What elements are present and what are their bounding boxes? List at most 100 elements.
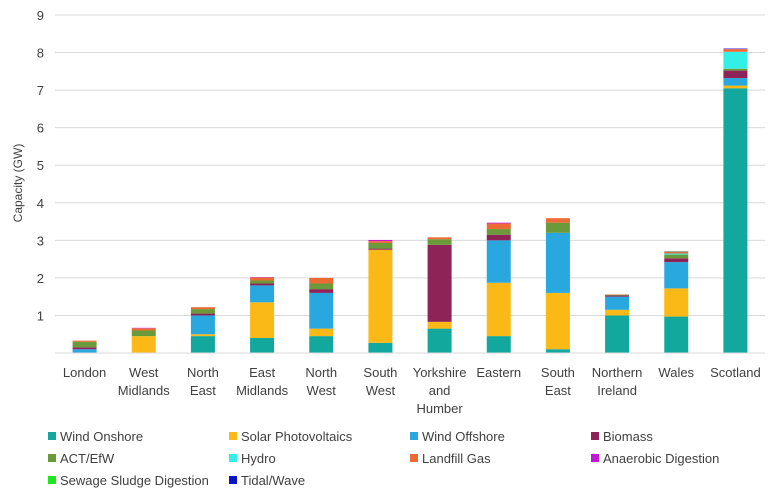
- y-tick-label: 3: [37, 233, 44, 248]
- bar-segment: [368, 249, 393, 343]
- bar-segment: [190, 313, 215, 316]
- bar-segment: [664, 288, 689, 317]
- bar-segment: [427, 321, 452, 329]
- legend-swatch: [229, 454, 237, 462]
- bar-segment: [250, 337, 275, 353]
- bar-segment: [368, 239, 393, 242]
- bar-segment: [72, 349, 97, 353]
- bar-segment: [190, 336, 215, 353]
- bar-segment: [309, 289, 334, 293]
- bar-segment: [723, 70, 748, 79]
- y-tick-labels: 1 2 3 4 5 6 7 8 9: [37, 8, 44, 323]
- bar-segment: [605, 294, 630, 296]
- bar-segment: [309, 292, 334, 329]
- y-tick-label: 8: [37, 46, 44, 61]
- legend-label: Biomass: [603, 429, 653, 444]
- x-category-label-line: South: [363, 365, 397, 380]
- y-tick-label: 5: [37, 158, 44, 173]
- x-category-label: London: [63, 365, 106, 380]
- bar-segment: [605, 309, 630, 316]
- x-category-label: Wales: [658, 365, 694, 380]
- bar-segment: [605, 315, 630, 353]
- x-category-label-line: Scotland: [710, 365, 761, 380]
- bar-segment: [368, 241, 393, 243]
- legend-label: Landfill Gas: [422, 451, 491, 466]
- x-category-label: North West: [305, 365, 337, 398]
- x-category-label: Eastern: [476, 365, 521, 380]
- bar-segment: [131, 328, 156, 331]
- x-category-label-line: East: [190, 383, 216, 398]
- bar-segment: [545, 218, 570, 223]
- bar-segment: [427, 237, 452, 240]
- y-tick-label: 7: [37, 83, 44, 98]
- x-category-label-line: Northern: [592, 365, 643, 380]
- x-category-label: Northern Ireland: [592, 365, 643, 398]
- bar-segment: [250, 302, 275, 338]
- x-category-label-line: North: [187, 365, 219, 380]
- bar-segment: [664, 253, 689, 255]
- y-tick-label: 1: [37, 308, 44, 323]
- x-category-label-line: Humber: [416, 401, 463, 416]
- legend-swatch: [410, 454, 418, 462]
- x-category-labels: London West Midlands North East East Midlands N…: [63, 365, 761, 416]
- x-category-label: East Midlands: [236, 365, 289, 398]
- bar-segment: [664, 258, 689, 263]
- x-category-label-line: London: [63, 365, 106, 380]
- bar-segment: [72, 340, 97, 342]
- bar-segment: [72, 341, 97, 348]
- y-tick-label: 4: [37, 196, 44, 211]
- bar-segment: [664, 251, 689, 254]
- legend-swatch: [229, 432, 237, 440]
- bar-segment: [190, 315, 215, 335]
- x-category-label-line: Eastern: [476, 365, 521, 380]
- bar-segment: [723, 78, 748, 86]
- bar-segment: [486, 223, 511, 230]
- bar-segment: [250, 283, 275, 286]
- bar-segment: [723, 51, 748, 69]
- bar-segment: [72, 347, 97, 350]
- x-category-label: North East: [187, 365, 219, 398]
- bar-segment: [723, 85, 748, 89]
- x-category-label: South West: [363, 365, 397, 398]
- y-axis-title: Capacity (GW): [11, 144, 25, 223]
- bar-segment: [605, 295, 630, 297]
- bar-segment: [723, 88, 748, 353]
- x-category-label-line: Ireland: [597, 383, 637, 398]
- y-tick-label: 6: [37, 121, 44, 136]
- bars: [72, 48, 748, 353]
- bar-segment: [309, 328, 334, 337]
- bar-segment: [545, 222, 570, 233]
- bar-segment: [250, 285, 275, 303]
- legend-label: Solar Photovoltaics: [241, 429, 353, 444]
- x-category-label-line: West: [129, 365, 159, 380]
- bar-segment: [427, 244, 452, 322]
- gridlines: [55, 14, 765, 316]
- bar-segment: [723, 49, 748, 52]
- legend-swatch: [591, 454, 599, 462]
- x-category-label-line: West: [366, 383, 396, 398]
- legend-label: Anaerobic Digestion: [603, 451, 719, 466]
- bar-segment: [427, 239, 452, 245]
- x-category-label: Scotland: [710, 365, 761, 380]
- x-category-label-line: West: [307, 383, 337, 398]
- bar-segment: [664, 254, 689, 259]
- x-category-label-line: Midlands: [118, 383, 171, 398]
- bar-segment: [486, 234, 511, 241]
- bar-segment: [427, 328, 452, 353]
- bar-segment: [190, 307, 215, 310]
- legend-swatch: [48, 432, 56, 440]
- legend-label: Wind Onshore: [60, 429, 143, 444]
- bar-segment: [368, 248, 393, 250]
- legend-label: Sewage Sludge Digestion: [60, 473, 209, 488]
- bar-segment: [605, 296, 630, 310]
- legend-label: Wind Offshore: [422, 429, 505, 444]
- legend-swatch: [48, 454, 56, 462]
- y-tick-label: 2: [37, 271, 44, 286]
- legend-swatch: [229, 476, 237, 484]
- bar-segment: [486, 240, 511, 283]
- bar-segment: [486, 222, 511, 224]
- x-category-label-line: and: [429, 383, 451, 398]
- bar-segment: [309, 283, 334, 290]
- bar-segment: [486, 229, 511, 235]
